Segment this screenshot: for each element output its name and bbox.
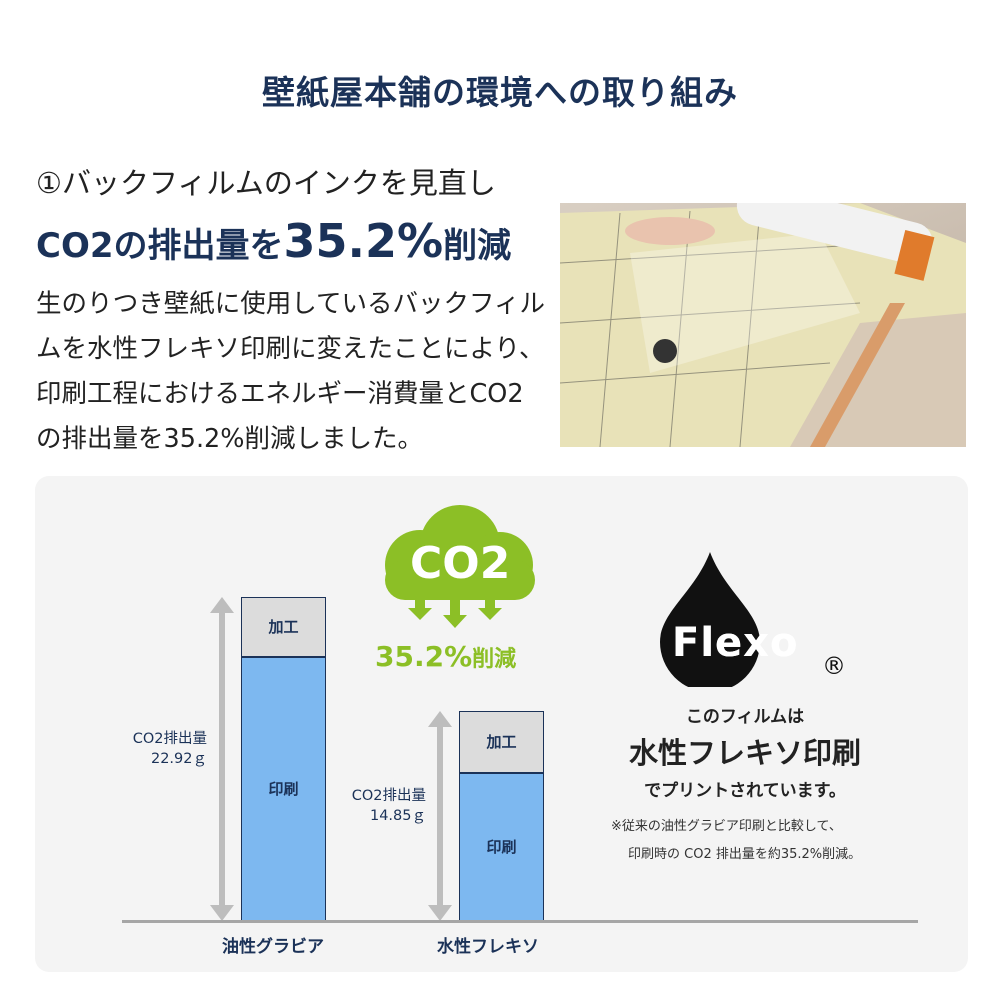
category-label: 水性フレキソ [437, 937, 539, 957]
headline-pre: CO2の排出量を [36, 226, 284, 266]
flexo-line1: このフィルムは [685, 707, 805, 727]
category-label: 油性グラビア [222, 937, 324, 957]
bar-segment-process: 加工 [459, 711, 544, 773]
reduction-word: 削減 [472, 647, 517, 672]
total-arrow-icon [428, 711, 452, 921]
flexo-line2: 水性フレキソ印刷 [628, 736, 861, 770]
reduction-number: 35.2% [375, 640, 473, 673]
section-subtitle: ①バックフィルムのインクを見直し [36, 166, 496, 200]
flexo-note2: 印刷時の CO2 排出量を約35.2%削減。 [628, 847, 862, 862]
total-arrow-icon [210, 597, 234, 921]
flexo-note1: ※従来の油性グラビア印刷と比較して、 [611, 819, 842, 834]
section-body: 生のりつき壁紙に使用しているバックフィルムを水性フレキソ印刷に変えたことにより、… [36, 289, 545, 454]
flexo-line3: でプリントされています。 [644, 781, 846, 801]
chart-baseline [122, 920, 918, 923]
bar-segment-print: 印刷 [459, 772, 544, 921]
flexo-drop-logo: Flexo ® [650, 552, 850, 692]
flexo-logo-text: Flexo [672, 620, 799, 666]
total-label-line2: 14.85ｇ [369, 808, 426, 825]
total-label-line1: CO2排出量 [351, 788, 426, 805]
total-label-line2: 22.92ｇ [150, 751, 207, 767]
page-title: 壁紙屋本舗の環境への取り組み [262, 73, 738, 112]
co2-cloud-icon: CO2 [370, 500, 545, 639]
reduction-label: 35.2%削減 [375, 640, 516, 673]
section-headline: CO2の排出量を35.2%削減 [36, 214, 511, 268]
bar-segment-process: 加工 [241, 597, 326, 657]
total-label-line1: CO2排出量 [132, 731, 207, 747]
product-photo [560, 203, 966, 447]
co2-label: CO2 [410, 538, 511, 589]
bar-segment-print: 印刷 [241, 656, 326, 921]
registered-mark: ® [822, 652, 846, 680]
headline-post: 削減 [443, 226, 512, 266]
total-label: CO2排出量 14.85ｇ [316, 786, 426, 826]
headline-number: 35.2% [283, 214, 444, 268]
total-label: CO2排出量 22.92ｇ [97, 729, 207, 769]
